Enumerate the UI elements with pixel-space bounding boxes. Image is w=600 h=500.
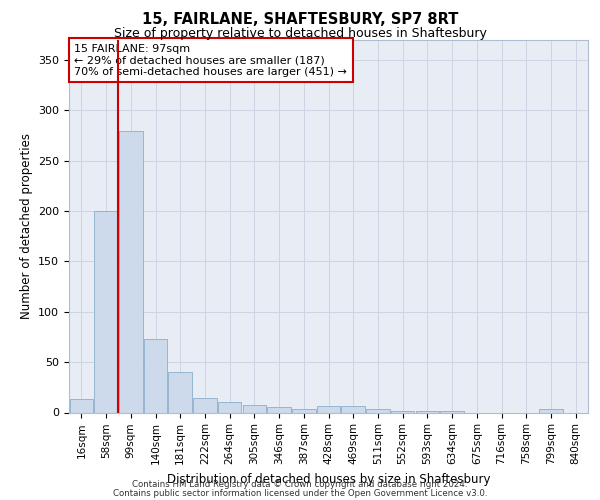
Bar	[242, 406, 266, 412]
Bar	[70, 400, 93, 412]
Bar	[169, 372, 192, 412]
Bar	[268, 408, 291, 412]
Bar	[341, 406, 365, 412]
X-axis label: Distribution of detached houses by size in Shaftesbury: Distribution of detached houses by size …	[167, 472, 490, 486]
Bar	[539, 410, 563, 412]
Bar	[366, 410, 389, 412]
Bar	[94, 211, 118, 412]
Text: Size of property relative to detached houses in Shaftesbury: Size of property relative to detached ho…	[113, 28, 487, 40]
Bar	[317, 406, 340, 412]
Y-axis label: Number of detached properties: Number of detached properties	[20, 133, 32, 320]
Text: 15, FAIRLANE, SHAFTESBURY, SP7 8RT: 15, FAIRLANE, SHAFTESBURY, SP7 8RT	[142, 12, 458, 28]
Text: Contains public sector information licensed under the Open Government Licence v3: Contains public sector information licen…	[113, 490, 487, 498]
Bar	[218, 402, 241, 412]
Bar	[119, 130, 143, 412]
Text: Contains HM Land Registry data © Crown copyright and database right 2024.: Contains HM Land Registry data © Crown c…	[132, 480, 468, 489]
Bar	[144, 339, 167, 412]
Text: 15 FAIRLANE: 97sqm
← 29% of detached houses are smaller (187)
70% of semi-detach: 15 FAIRLANE: 97sqm ← 29% of detached hou…	[74, 44, 347, 77]
Bar	[292, 410, 316, 412]
Bar	[193, 398, 217, 412]
